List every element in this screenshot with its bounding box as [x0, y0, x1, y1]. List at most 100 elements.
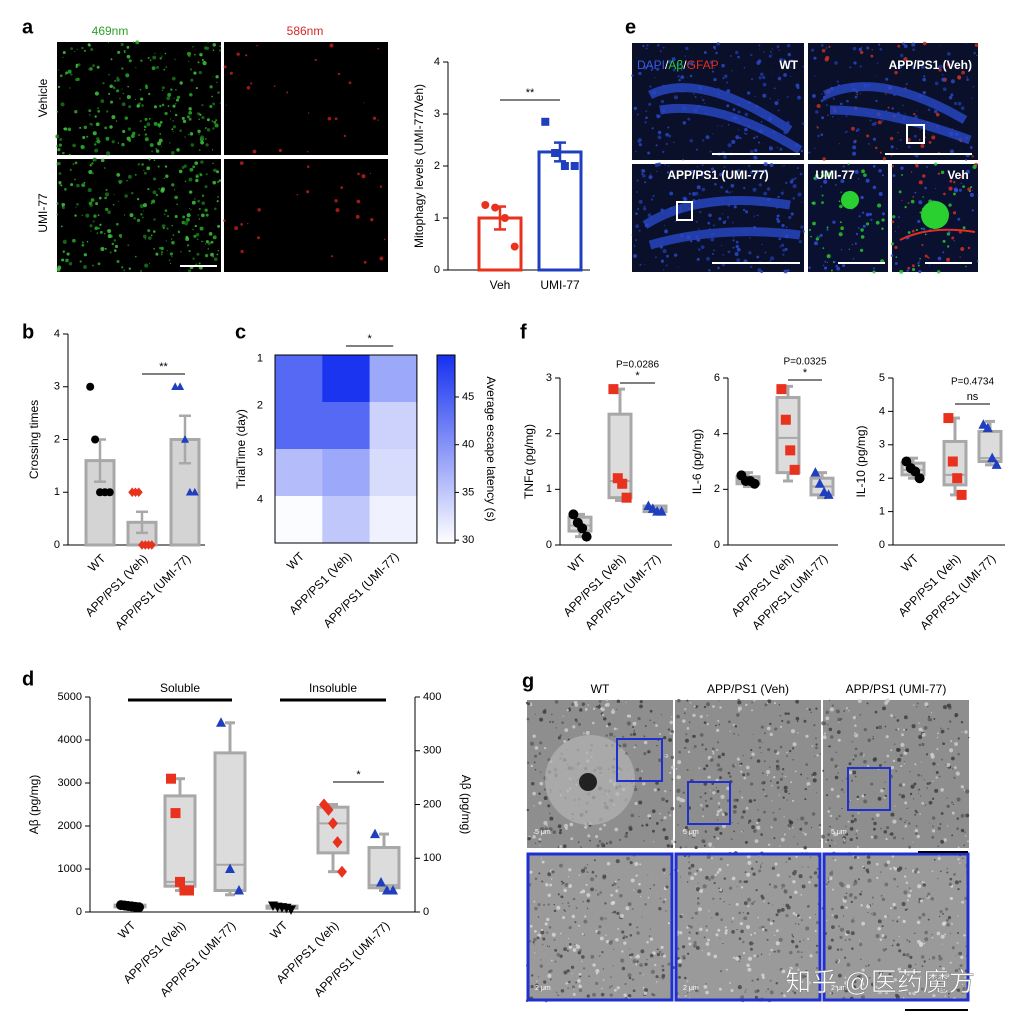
texture [709, 150, 712, 153]
texture [766, 938, 769, 941]
texture [630, 953, 634, 956]
texture [939, 965, 942, 968]
texture [775, 982, 778, 985]
texture [890, 907, 893, 910]
texture [649, 709, 653, 713]
texture [113, 249, 117, 252]
data-point [175, 876, 185, 887]
texture [173, 97, 175, 99]
texture [734, 764, 736, 766]
texture [928, 781, 932, 785]
texture [776, 786, 780, 790]
texture [870, 218, 873, 221]
texture [809, 875, 813, 879]
micrograph [224, 42, 388, 155]
texture [850, 779, 854, 782]
texture [223, 65, 227, 69]
texture [950, 739, 953, 743]
texture [558, 831, 562, 835]
texture [835, 817, 839, 820]
texture [954, 766, 957, 769]
texture [833, 832, 838, 837]
texture [916, 939, 921, 944]
texture [775, 929, 779, 933]
texture [526, 703, 528, 705]
texture [200, 140, 204, 145]
texture [65, 73, 67, 75]
texture [645, 47, 648, 50]
texture [781, 883, 786, 888]
texture [867, 142, 870, 145]
texture [843, 985, 848, 990]
texture [659, 733, 662, 736]
texture [595, 972, 598, 975]
texture [209, 85, 213, 89]
texture [562, 715, 564, 717]
texture [806, 777, 809, 780]
texture [939, 909, 943, 914]
texture [583, 919, 588, 924]
texture [174, 102, 177, 105]
texture [581, 868, 586, 873]
texture [882, 706, 886, 711]
texture [921, 735, 924, 737]
texture [94, 226, 99, 231]
texture [753, 215, 755, 217]
texture [839, 204, 843, 209]
texture [852, 145, 857, 150]
texture [143, 171, 147, 175]
texture [559, 734, 562, 737]
texture [769, 732, 773, 737]
texture [781, 223, 785, 228]
texture [827, 172, 832, 176]
texture [837, 767, 839, 769]
texture [193, 53, 196, 56]
texture [634, 150, 637, 153]
texture [133, 217, 136, 220]
texture [629, 733, 633, 737]
texture [699, 715, 703, 719]
texture [335, 208, 340, 213]
texture [105, 207, 109, 211]
texture [898, 783, 903, 787]
texture [731, 763, 736, 768]
texture [911, 264, 915, 268]
texture [759, 48, 761, 50]
texture [727, 771, 731, 775]
texture [630, 813, 635, 818]
texture [946, 918, 949, 922]
texture [110, 100, 114, 104]
data-point [216, 717, 226, 727]
texture [773, 775, 776, 779]
texture [810, 826, 813, 829]
texture [815, 967, 819, 970]
texture [103, 167, 106, 169]
texture [800, 919, 803, 922]
texture [151, 199, 156, 204]
texture [617, 886, 620, 888]
texture [83, 253, 87, 257]
texture [860, 981, 865, 986]
texture [605, 734, 608, 737]
texture [143, 128, 146, 131]
y-tick-label: 4000 [58, 734, 82, 746]
texture [847, 163, 850, 166]
texture [684, 825, 689, 830]
y-tick-label: 2 [257, 399, 263, 411]
heatmap-cell [322, 449, 371, 497]
texture [800, 149, 804, 153]
texture [689, 74, 693, 78]
texture [705, 875, 709, 880]
texture [811, 812, 816, 816]
texture [588, 975, 590, 977]
texture [935, 112, 940, 117]
texture [555, 991, 558, 994]
texture [923, 75, 926, 78]
texture [526, 717, 530, 721]
texture [901, 174, 903, 176]
texture [731, 139, 736, 144]
texture [721, 812, 726, 816]
texture [751, 709, 753, 712]
texture [234, 226, 239, 230]
texture [877, 919, 882, 924]
